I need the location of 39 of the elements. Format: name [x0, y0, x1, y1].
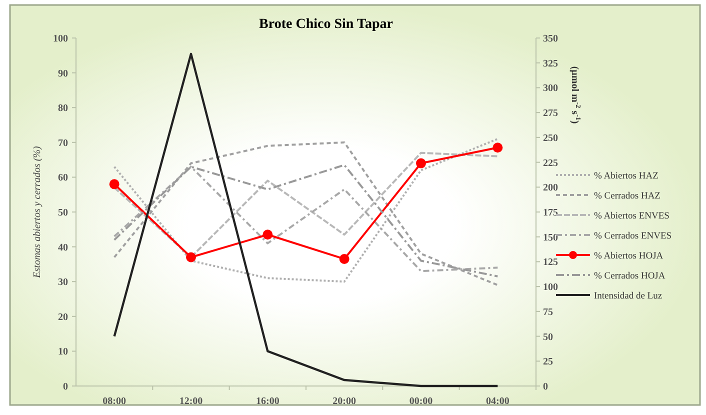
legend-label: Intensidad de Luz [594, 292, 662, 302]
chart-title: Brote Chico Sin Tapar [259, 17, 393, 32]
y2-tick-label: 0 [543, 382, 548, 392]
y2-tick-label: 225 [543, 158, 558, 169]
y2-tick-label: 75 [543, 306, 553, 318]
legend-label: % Cerrados HOJA [594, 272, 666, 282]
y-tick-label: 50 [58, 208, 68, 218]
y2-tick-label: 250 [543, 132, 558, 144]
y2-tick-label: 100 [543, 282, 558, 294]
y2-tick-label: 125 [543, 257, 558, 268]
y2-tick-label: 350 [543, 34, 558, 44]
y2-tick-label: 325 [543, 58, 558, 70]
legend-label: % Abiertos HAZ [594, 172, 659, 182]
y-tick-label: 60 [58, 172, 68, 184]
x-tick-label: 08:00 [102, 396, 126, 407]
y-tick-label: 30 [58, 277, 68, 288]
x-tick-label: 00:00 [409, 396, 433, 407]
y-tick-label: 80 [58, 103, 68, 114]
y-tick-label: 90 [58, 68, 68, 80]
y2-tick-label: 50 [543, 332, 553, 343]
legend-label: % Cerrados ENVES [594, 232, 672, 242]
y2-tick-label: 200 [543, 182, 558, 194]
x-tick-label: 20:00 [332, 396, 356, 407]
y2-tick-label: 25 [543, 356, 553, 368]
x-tick-label: 04:00 [486, 396, 510, 407]
y-tick-label: 20 [58, 312, 68, 323]
y-tick-label: 100 [53, 34, 68, 44]
y-tick-label: 10 [58, 346, 68, 358]
y-tick-label: 0 [63, 382, 68, 392]
y-tick-label: 70 [58, 138, 68, 149]
y-tick-label: 40 [58, 242, 68, 254]
y-axis-title: Estomas abiertos y cerrados (%) [32, 146, 43, 279]
legend-label: % Abiertos HOJA [594, 252, 664, 262]
x-tick-label: 12:00 [179, 396, 203, 407]
legend-label: % Cerrados HAZ [594, 192, 661, 202]
y2-tick-label: 275 [543, 108, 558, 120]
legend-label: % Abiertos ENVES [594, 212, 670, 222]
x-tick-label: 16:00 [256, 396, 280, 407]
y2-tick-label: 300 [543, 83, 558, 94]
